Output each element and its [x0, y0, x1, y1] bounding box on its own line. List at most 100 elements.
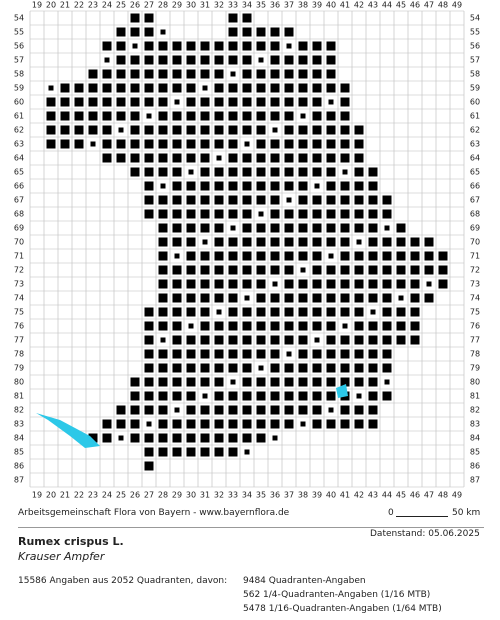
presence-square — [130, 167, 140, 177]
presence-square — [270, 265, 280, 275]
presence-square — [284, 27, 294, 37]
presence-square — [354, 223, 364, 233]
column-label: 49 — [452, 491, 462, 500]
presence-square — [172, 335, 182, 345]
presence-square — [370, 309, 376, 315]
presence-square — [158, 41, 168, 51]
presence-square — [298, 307, 308, 317]
presence-square — [228, 307, 238, 317]
presence-square — [270, 181, 280, 191]
presence-square — [172, 363, 182, 373]
presence-square — [244, 141, 250, 147]
separator — [18, 527, 484, 528]
presence-square — [286, 351, 292, 357]
presence-square — [228, 41, 238, 51]
row-label: 81 — [470, 392, 480, 401]
row-label: 58 — [470, 70, 480, 79]
presence-square — [88, 69, 98, 79]
presence-square — [200, 335, 210, 345]
presence-square — [312, 195, 322, 205]
presence-square — [116, 41, 126, 51]
presence-square — [410, 251, 420, 261]
presence-square — [118, 127, 124, 133]
presence-square — [340, 419, 350, 429]
presence-square — [298, 195, 308, 205]
presence-square — [326, 265, 336, 275]
row-label: 77 — [14, 336, 24, 345]
presence-square — [214, 167, 224, 177]
presence-square — [256, 433, 266, 443]
presence-square — [298, 223, 308, 233]
presence-square — [242, 111, 252, 121]
column-label: 35 — [256, 491, 266, 500]
presence-square — [354, 321, 364, 331]
row-label: 64 — [470, 154, 480, 163]
presence-square — [286, 197, 292, 203]
presence-square — [354, 335, 364, 345]
row-label: 68 — [470, 210, 480, 219]
presence-square — [102, 111, 112, 121]
presence-square — [74, 83, 84, 93]
presence-square — [116, 153, 126, 163]
presence-square — [256, 69, 266, 79]
presence-square — [298, 335, 308, 345]
presence-square — [368, 195, 378, 205]
presence-square — [242, 153, 252, 163]
column-label: 35 — [256, 1, 266, 10]
presence-square — [144, 167, 154, 177]
column-label: 38 — [298, 1, 308, 10]
presence-square — [340, 195, 350, 205]
presence-square — [354, 251, 364, 261]
presence-square — [298, 41, 308, 51]
column-label: 41 — [340, 1, 350, 10]
species: Rumex crispus L. — [18, 535, 124, 548]
row-label: 56 — [470, 42, 480, 51]
presence-square — [326, 293, 336, 303]
presence-square — [270, 237, 280, 247]
presence-square — [160, 337, 166, 343]
column-label: 31 — [200, 491, 210, 500]
presence-square — [256, 97, 266, 107]
presence-square — [354, 405, 364, 415]
presence-square — [186, 41, 196, 51]
row-label: 78 — [14, 350, 24, 359]
presence-square — [312, 223, 322, 233]
column-label: 32 — [214, 1, 224, 10]
presence-square — [256, 377, 266, 387]
presence-square — [270, 391, 280, 401]
presence-square — [172, 181, 182, 191]
presence-square — [270, 377, 280, 387]
presence-square — [186, 293, 196, 303]
row-label: 75 — [470, 308, 480, 317]
presence-square — [256, 349, 266, 359]
presence-square — [88, 111, 98, 121]
presence-square — [368, 363, 378, 373]
presence-square — [144, 363, 154, 373]
presence-square — [368, 181, 378, 191]
column-label: 37 — [284, 1, 294, 10]
column-label: 40 — [326, 491, 336, 500]
column-label: 23 — [88, 1, 98, 10]
presence-square — [186, 97, 196, 107]
presence-square — [200, 405, 210, 415]
presence-square — [368, 167, 378, 177]
presence-square — [270, 209, 280, 219]
row-label: 65 — [14, 168, 24, 177]
presence-square — [158, 69, 168, 79]
column-label: 28 — [158, 1, 168, 10]
presence-square — [130, 111, 140, 121]
presence-square — [186, 195, 196, 205]
presence-square — [158, 265, 168, 275]
presence-square — [202, 85, 208, 91]
row-label: 61 — [470, 112, 480, 121]
row-label: 63 — [470, 140, 480, 149]
presence-square — [312, 279, 322, 289]
row-label: 55 — [470, 28, 480, 37]
presence-square — [384, 225, 390, 231]
presence-square — [186, 419, 196, 429]
presence-square — [230, 71, 236, 77]
presence-square — [396, 237, 406, 247]
presence-square — [354, 181, 364, 191]
presence-square — [186, 405, 196, 415]
presence-square — [200, 363, 210, 373]
